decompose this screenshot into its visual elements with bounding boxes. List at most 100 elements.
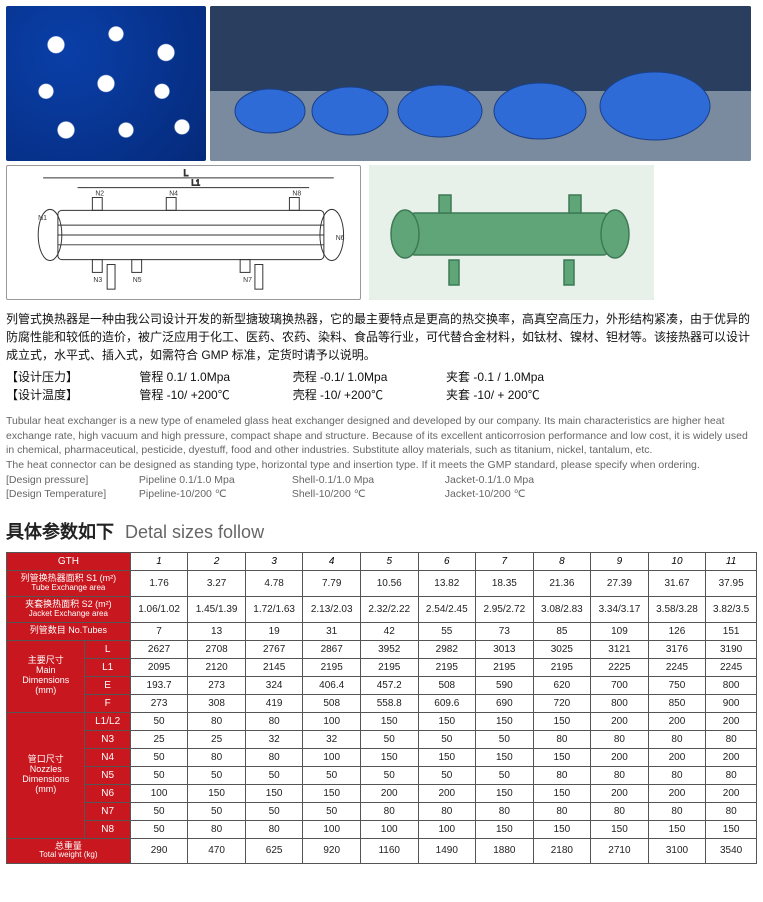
table-cell: 50 [303, 802, 361, 820]
spec-en-row-1: [Design pressure] Pipeline 0.1/1.0 Mpa S… [6, 473, 757, 488]
table-cell: 609.6 [418, 694, 476, 712]
table-cell: 419 [245, 694, 303, 712]
table-cell: 80 [188, 712, 246, 730]
table-cell: 100 [303, 712, 361, 730]
table-cell: 200 [648, 712, 706, 730]
svg-text:N8: N8 [292, 191, 301, 198]
table-cell: 50 [360, 766, 418, 784]
dim-key: N4 [85, 748, 130, 766]
table-cell: 80 [706, 766, 757, 784]
table-cell: 1490 [418, 838, 476, 864]
table-col-num: 4 [303, 553, 361, 571]
top-image-row [6, 6, 757, 161]
table-cell: 80 [591, 730, 649, 748]
table-cell: 720 [533, 694, 591, 712]
table-cell: 50 [130, 820, 188, 838]
table-cell: 150 [360, 712, 418, 730]
table-cell: 150 [418, 748, 476, 766]
table-cell: 690 [476, 694, 534, 712]
table-cell: 2710 [591, 838, 649, 864]
factory-svg [210, 6, 751, 161]
table-cell: 2195 [360, 658, 418, 676]
table-cell: 2867 [303, 640, 361, 658]
table-cell: 1880 [476, 838, 534, 864]
table-cell: 200 [418, 784, 476, 802]
table-cell: 50 [245, 802, 303, 820]
table-cell: 150 [245, 784, 303, 802]
table-cell: 150 [533, 784, 591, 802]
table-cell: 850 [648, 694, 706, 712]
table-cell: 80 [245, 820, 303, 838]
table-cell: 50 [303, 766, 361, 784]
nozzle-dim-head: 管口尺寸NozzlesDimensions(mm) [7, 712, 85, 838]
table-cell: 470 [188, 838, 246, 864]
table-cell: 900 [706, 694, 757, 712]
spec-en-row-2: [Design Temperature] Pipeline-10/200 ℃ S… [6, 487, 757, 502]
table-cell: 13.82 [418, 571, 476, 597]
svg-text:L: L [183, 168, 188, 178]
table-cell: 19 [245, 622, 303, 640]
factory-photo [210, 6, 751, 161]
table-cell: 80 [591, 766, 649, 784]
table-cell: 150 [476, 784, 534, 802]
table-cell: 1.45/1.39 [188, 596, 246, 622]
desc-en-p1: Tubular heat exchanger is a new type of … [6, 414, 757, 458]
desc-en-p2: The heat connector can be designed as st… [6, 458, 757, 473]
table-cell: 3025 [533, 640, 591, 658]
table-cell: 80 [706, 730, 757, 748]
dim-key: L1 [85, 658, 130, 676]
table-cell: 2767 [245, 640, 303, 658]
table-cell: 85 [533, 622, 591, 640]
svg-text:N3: N3 [93, 277, 102, 284]
table-cell: 80 [360, 802, 418, 820]
table-cell: 126 [648, 622, 706, 640]
table-cell: 324 [245, 676, 303, 694]
table-col-num: 9 [591, 553, 649, 571]
table-cell: 150 [648, 820, 706, 838]
plate-photo [6, 6, 206, 161]
table-cell: 18.35 [476, 571, 534, 597]
table-row-head: 列管数目 No.Tubes [7, 622, 131, 640]
table-cell: 31.67 [648, 571, 706, 597]
table-cell: 3013 [476, 640, 534, 658]
table-cell: 308 [188, 694, 246, 712]
table-cell: 150 [418, 712, 476, 730]
table-cell: 150 [476, 820, 534, 838]
dim-key: L1/L2 [85, 712, 130, 730]
table-cell: 150 [533, 820, 591, 838]
table-cell: 150 [303, 784, 361, 802]
table-cell: 2120 [188, 658, 246, 676]
table-cell: 73 [476, 622, 534, 640]
table-row-head: 列管换热器面积 S1 (m²)Tube Exchange area [7, 571, 131, 597]
table-cell: 590 [476, 676, 534, 694]
table-cell: 3190 [706, 640, 757, 658]
dim-key: N3 [85, 730, 130, 748]
weight-head: 总重量Total weight (kg) [7, 838, 131, 864]
technical-diagram: L L1 N2N4N8 N1N6 N3 [6, 165, 361, 300]
desc-english: Tubular heat exchanger is a new type of … [6, 414, 757, 502]
table-cell: 3100 [648, 838, 706, 864]
table-cell: 558.8 [360, 694, 418, 712]
table-cell: 50 [130, 766, 188, 784]
section-title: 具体参数如下 Detal sizes follow [6, 518, 757, 544]
table-cell: 200 [591, 784, 649, 802]
table-cell: 2.13/2.03 [303, 596, 361, 622]
dim-key: N6 [85, 784, 130, 802]
table-cell: 25 [130, 730, 188, 748]
table-cell: 2195 [303, 658, 361, 676]
table-row-head: 夹套换热面积 S2 (m²)Jacket Exchange area [7, 596, 131, 622]
table-col-num: 3 [245, 553, 303, 571]
table-cell: 100 [130, 784, 188, 802]
table-cell: 80 [533, 730, 591, 748]
spec-cn-row-2: 【设计温度】 管程 -10/ +200℃ 壳程 -10/ +200℃ 夹套 -1… [6, 386, 757, 404]
table-cell: 3952 [360, 640, 418, 658]
table-cell: 1.06/1.02 [130, 596, 188, 622]
svg-text:N7: N7 [243, 277, 252, 284]
dim-key: F [85, 694, 130, 712]
table-cell: 150 [706, 820, 757, 838]
table-cell: 2627 [130, 640, 188, 658]
svg-text:N4: N4 [169, 191, 178, 198]
table-cell: 25 [188, 730, 246, 748]
table-col-num: 11 [706, 553, 757, 571]
svg-text:N5: N5 [133, 277, 142, 284]
